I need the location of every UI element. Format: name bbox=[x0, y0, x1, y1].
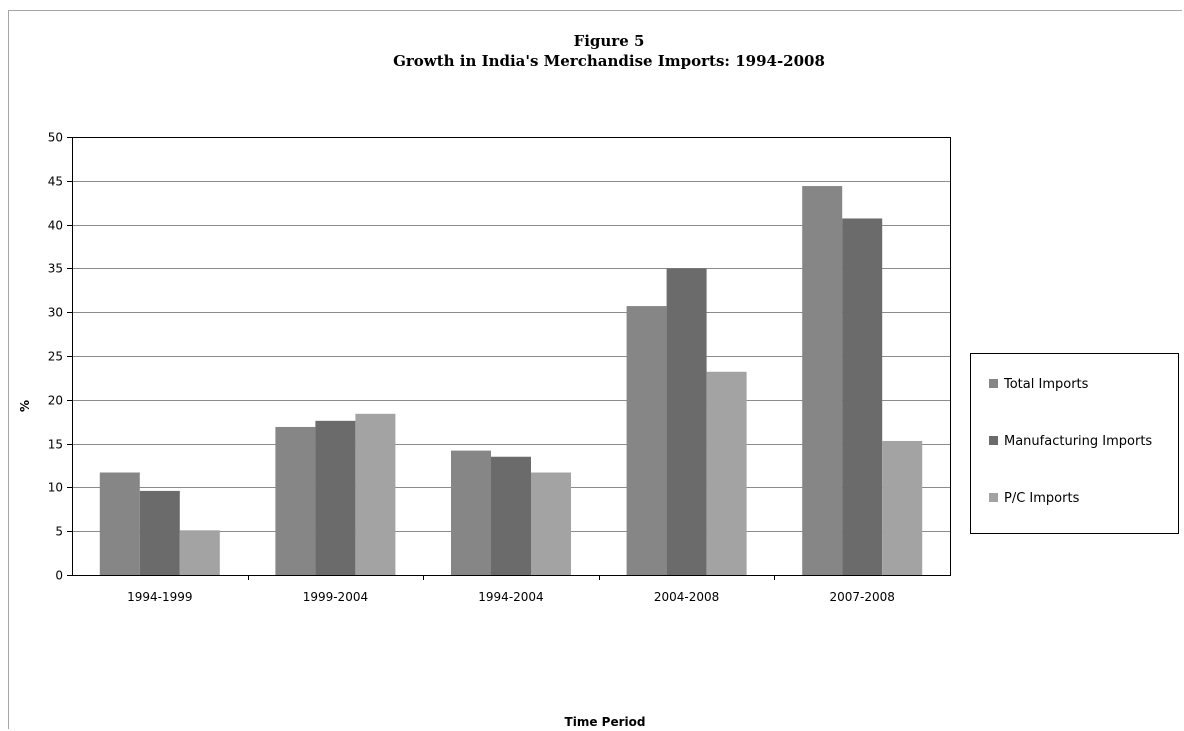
chart-title-line2: Growth in India's Merchandise Imports: 1… bbox=[393, 52, 825, 70]
bar-p-c-imports bbox=[179, 530, 220, 575]
bar-manufacturing-imports bbox=[666, 268, 707, 575]
y-axis-title: % bbox=[18, 400, 32, 412]
x-tick-label: 1994-1999 bbox=[127, 590, 192, 604]
legend-label: P/C Imports bbox=[1004, 491, 1080, 506]
x-tick-label: 2004-2008 bbox=[654, 590, 719, 604]
bar-p-c-imports bbox=[531, 472, 571, 575]
bar-total-imports bbox=[275, 426, 316, 575]
y-tick-label: 30 bbox=[48, 306, 63, 320]
plot-area bbox=[72, 137, 951, 576]
y-tick-label: 35 bbox=[48, 262, 63, 276]
bar-manufacturing-imports bbox=[315, 420, 356, 575]
bar-manufacturing-imports bbox=[842, 218, 883, 575]
y-tick-label: 40 bbox=[48, 219, 63, 233]
x-axis-title: Time Period bbox=[565, 715, 646, 729]
legend-label: Manufacturing Imports bbox=[1004, 434, 1152, 449]
y-tick-labels: 0 5 10 15 20 25 30 35 40 45 50 bbox=[48, 131, 72, 583]
bar-p-c-imports bbox=[355, 413, 396, 575]
x-tick-label: 2007-2008 bbox=[829, 590, 894, 604]
legend-box bbox=[970, 353, 1179, 534]
legend-swatch bbox=[989, 379, 998, 388]
y-tick-label: 10 bbox=[48, 481, 63, 495]
bar-total-imports bbox=[802, 186, 843, 575]
y-tick-label: 50 bbox=[48, 131, 63, 145]
x-tick-label: 1999-2004 bbox=[303, 590, 368, 604]
y-tick-label: 5 bbox=[55, 525, 63, 539]
bar-total-imports bbox=[451, 450, 491, 575]
legend-swatch bbox=[989, 493, 998, 502]
y-tick-label: 0 bbox=[55, 569, 63, 583]
y-tick-label: 15 bbox=[48, 438, 63, 452]
chart-title-line1: Figure 5 bbox=[574, 32, 645, 50]
x-tick-label: 1994-2004 bbox=[478, 590, 543, 604]
bar-manufacturing-imports bbox=[139, 490, 180, 575]
bar-p-c-imports bbox=[882, 440, 923, 575]
legend-label: Total Imports bbox=[1003, 377, 1089, 392]
y-tick-label: 25 bbox=[48, 350, 63, 364]
bars bbox=[99, 186, 923, 575]
bar-manufacturing-imports bbox=[491, 456, 531, 575]
bar-total-imports bbox=[626, 306, 667, 575]
legend-swatch bbox=[989, 436, 998, 445]
y-tick-label: 20 bbox=[48, 394, 63, 408]
y-tick-label: 45 bbox=[48, 175, 63, 189]
chart-frame bbox=[8, 10, 1182, 729]
legend: Total Imports Manufacturing Imports P/C Im… bbox=[970, 353, 1179, 534]
x-tick-labels: 1994-1999 1999-2004 1994-2004 2004-2008 2007… bbox=[127, 575, 895, 604]
bar-p-c-imports bbox=[706, 371, 747, 575]
bar-total-imports bbox=[99, 472, 140, 575]
